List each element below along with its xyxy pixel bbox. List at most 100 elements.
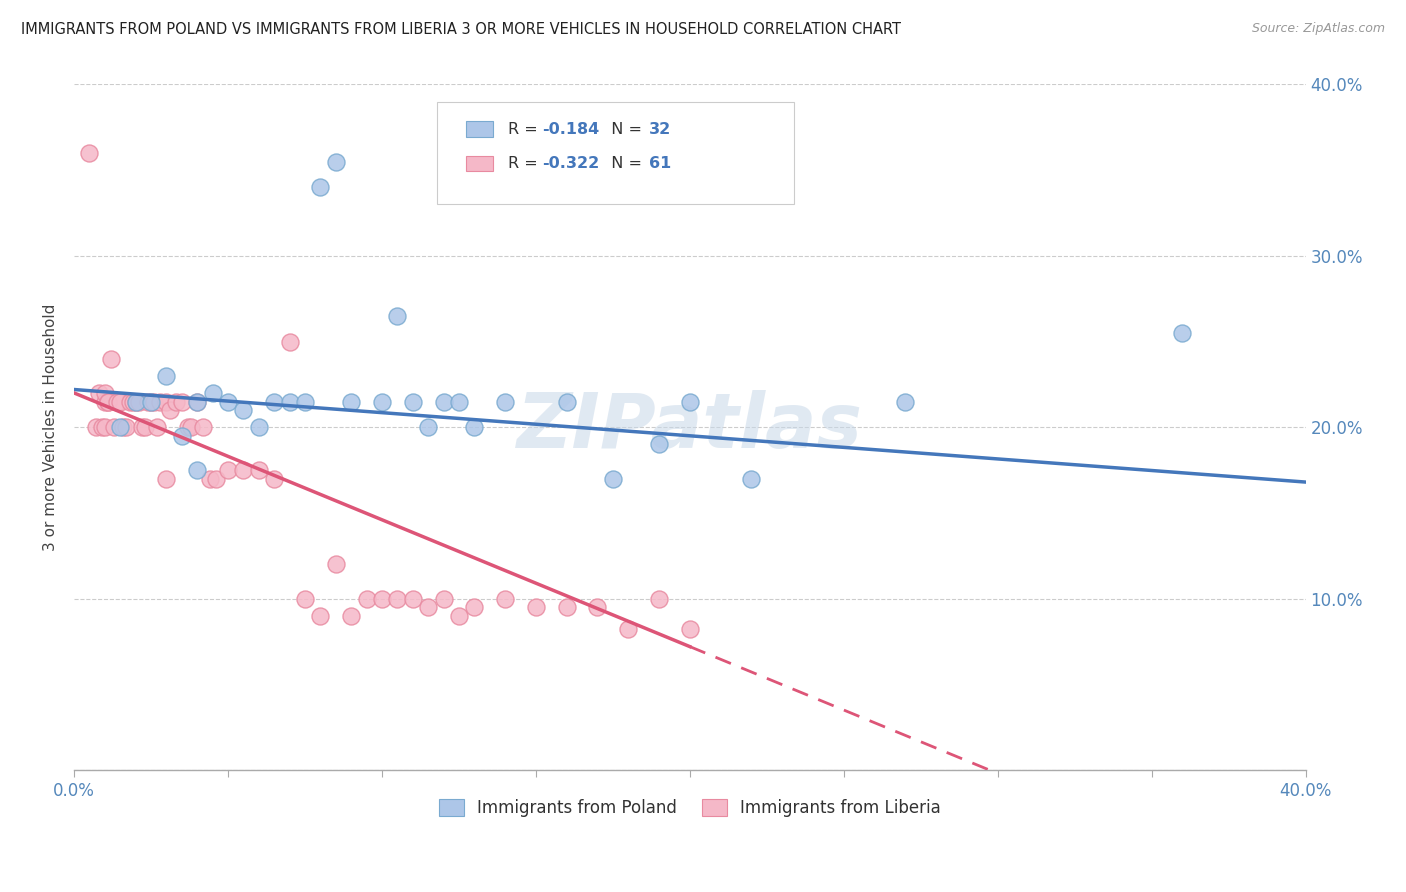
Point: [198, 472, 221, 486]
Point: [100, 351, 122, 366]
Point: [105, 394, 128, 409]
FancyBboxPatch shape: [437, 102, 794, 204]
Point: [387, 591, 409, 606]
Point: [146, 420, 169, 434]
Point: [131, 420, 153, 434]
Point: [90, 420, 112, 434]
Point: [494, 394, 516, 409]
Point: [340, 394, 363, 409]
Point: [740, 472, 762, 486]
Point: [447, 608, 470, 623]
Point: [679, 394, 702, 409]
Point: [555, 394, 578, 409]
Point: [170, 394, 193, 409]
Point: [136, 394, 159, 409]
Point: [418, 420, 440, 434]
Point: [247, 463, 270, 477]
Point: [87, 386, 110, 401]
Point: [155, 472, 177, 486]
Point: [79, 146, 101, 161]
Text: 32: 32: [650, 121, 672, 136]
Point: [155, 394, 177, 409]
Y-axis label: 3 or more Vehicles in Household: 3 or more Vehicles in Household: [44, 303, 58, 551]
Point: [1171, 326, 1194, 340]
Point: [309, 608, 332, 623]
Point: [263, 394, 285, 409]
FancyBboxPatch shape: [465, 121, 492, 136]
Text: IMMIGRANTS FROM POLAND VS IMMIGRANTS FROM LIBERIA 3 OR MORE VEHICLES IN HOUSEHOL: IMMIGRANTS FROM POLAND VS IMMIGRANTS FRO…: [21, 22, 901, 37]
Point: [217, 394, 239, 409]
Text: N =: N =: [602, 156, 647, 170]
Point: [371, 394, 394, 409]
Point: [402, 591, 425, 606]
Point: [356, 591, 378, 606]
Text: ZIPatlas: ZIPatlas: [517, 390, 863, 464]
Point: [84, 420, 107, 434]
Point: [340, 608, 363, 623]
Point: [165, 394, 187, 409]
Point: [555, 600, 578, 615]
Point: [325, 558, 347, 572]
Point: [586, 600, 609, 615]
Point: [387, 309, 409, 323]
Point: [447, 394, 470, 409]
Point: [494, 591, 516, 606]
Point: [463, 600, 485, 615]
Point: [186, 394, 208, 409]
Point: [204, 472, 226, 486]
Text: -0.184: -0.184: [543, 121, 599, 136]
Point: [894, 394, 917, 409]
Point: [186, 463, 208, 477]
Text: R =: R =: [508, 156, 543, 170]
Point: [143, 394, 166, 409]
Point: [648, 591, 671, 606]
Point: [121, 394, 143, 409]
Point: [110, 394, 132, 409]
Point: [139, 394, 162, 409]
Text: N =: N =: [602, 121, 647, 136]
Point: [149, 394, 172, 409]
Point: [115, 420, 138, 434]
Point: [463, 420, 485, 434]
Point: [128, 394, 150, 409]
Point: [294, 394, 316, 409]
FancyBboxPatch shape: [465, 156, 492, 171]
Point: [186, 394, 208, 409]
Text: 61: 61: [650, 156, 672, 170]
Point: [602, 472, 624, 486]
Point: [371, 591, 394, 606]
Point: [201, 386, 224, 401]
Point: [309, 180, 332, 194]
Point: [118, 394, 141, 409]
Point: [124, 394, 146, 409]
Point: [112, 420, 135, 434]
Point: [139, 394, 162, 409]
Text: -0.322: -0.322: [543, 156, 599, 170]
Text: R =: R =: [508, 121, 543, 136]
Point: [278, 334, 301, 349]
Point: [159, 403, 181, 417]
Point: [193, 420, 215, 434]
Point: [648, 437, 671, 451]
Point: [177, 420, 200, 434]
Point: [155, 368, 177, 383]
Point: [170, 429, 193, 443]
Point: [94, 386, 117, 401]
Point: [432, 591, 454, 606]
Legend: Immigrants from Poland, Immigrants from Liberia: Immigrants from Poland, Immigrants from …: [432, 792, 948, 823]
Point: [679, 623, 702, 637]
Point: [247, 420, 270, 434]
Point: [134, 420, 156, 434]
Point: [97, 394, 120, 409]
Point: [94, 394, 117, 409]
Point: [180, 420, 202, 434]
Point: [617, 623, 640, 637]
Point: [103, 420, 125, 434]
Point: [110, 420, 132, 434]
Point: [232, 463, 254, 477]
Point: [432, 394, 454, 409]
Point: [418, 600, 440, 615]
Point: [402, 394, 425, 409]
Point: [325, 154, 347, 169]
Point: [97, 394, 120, 409]
